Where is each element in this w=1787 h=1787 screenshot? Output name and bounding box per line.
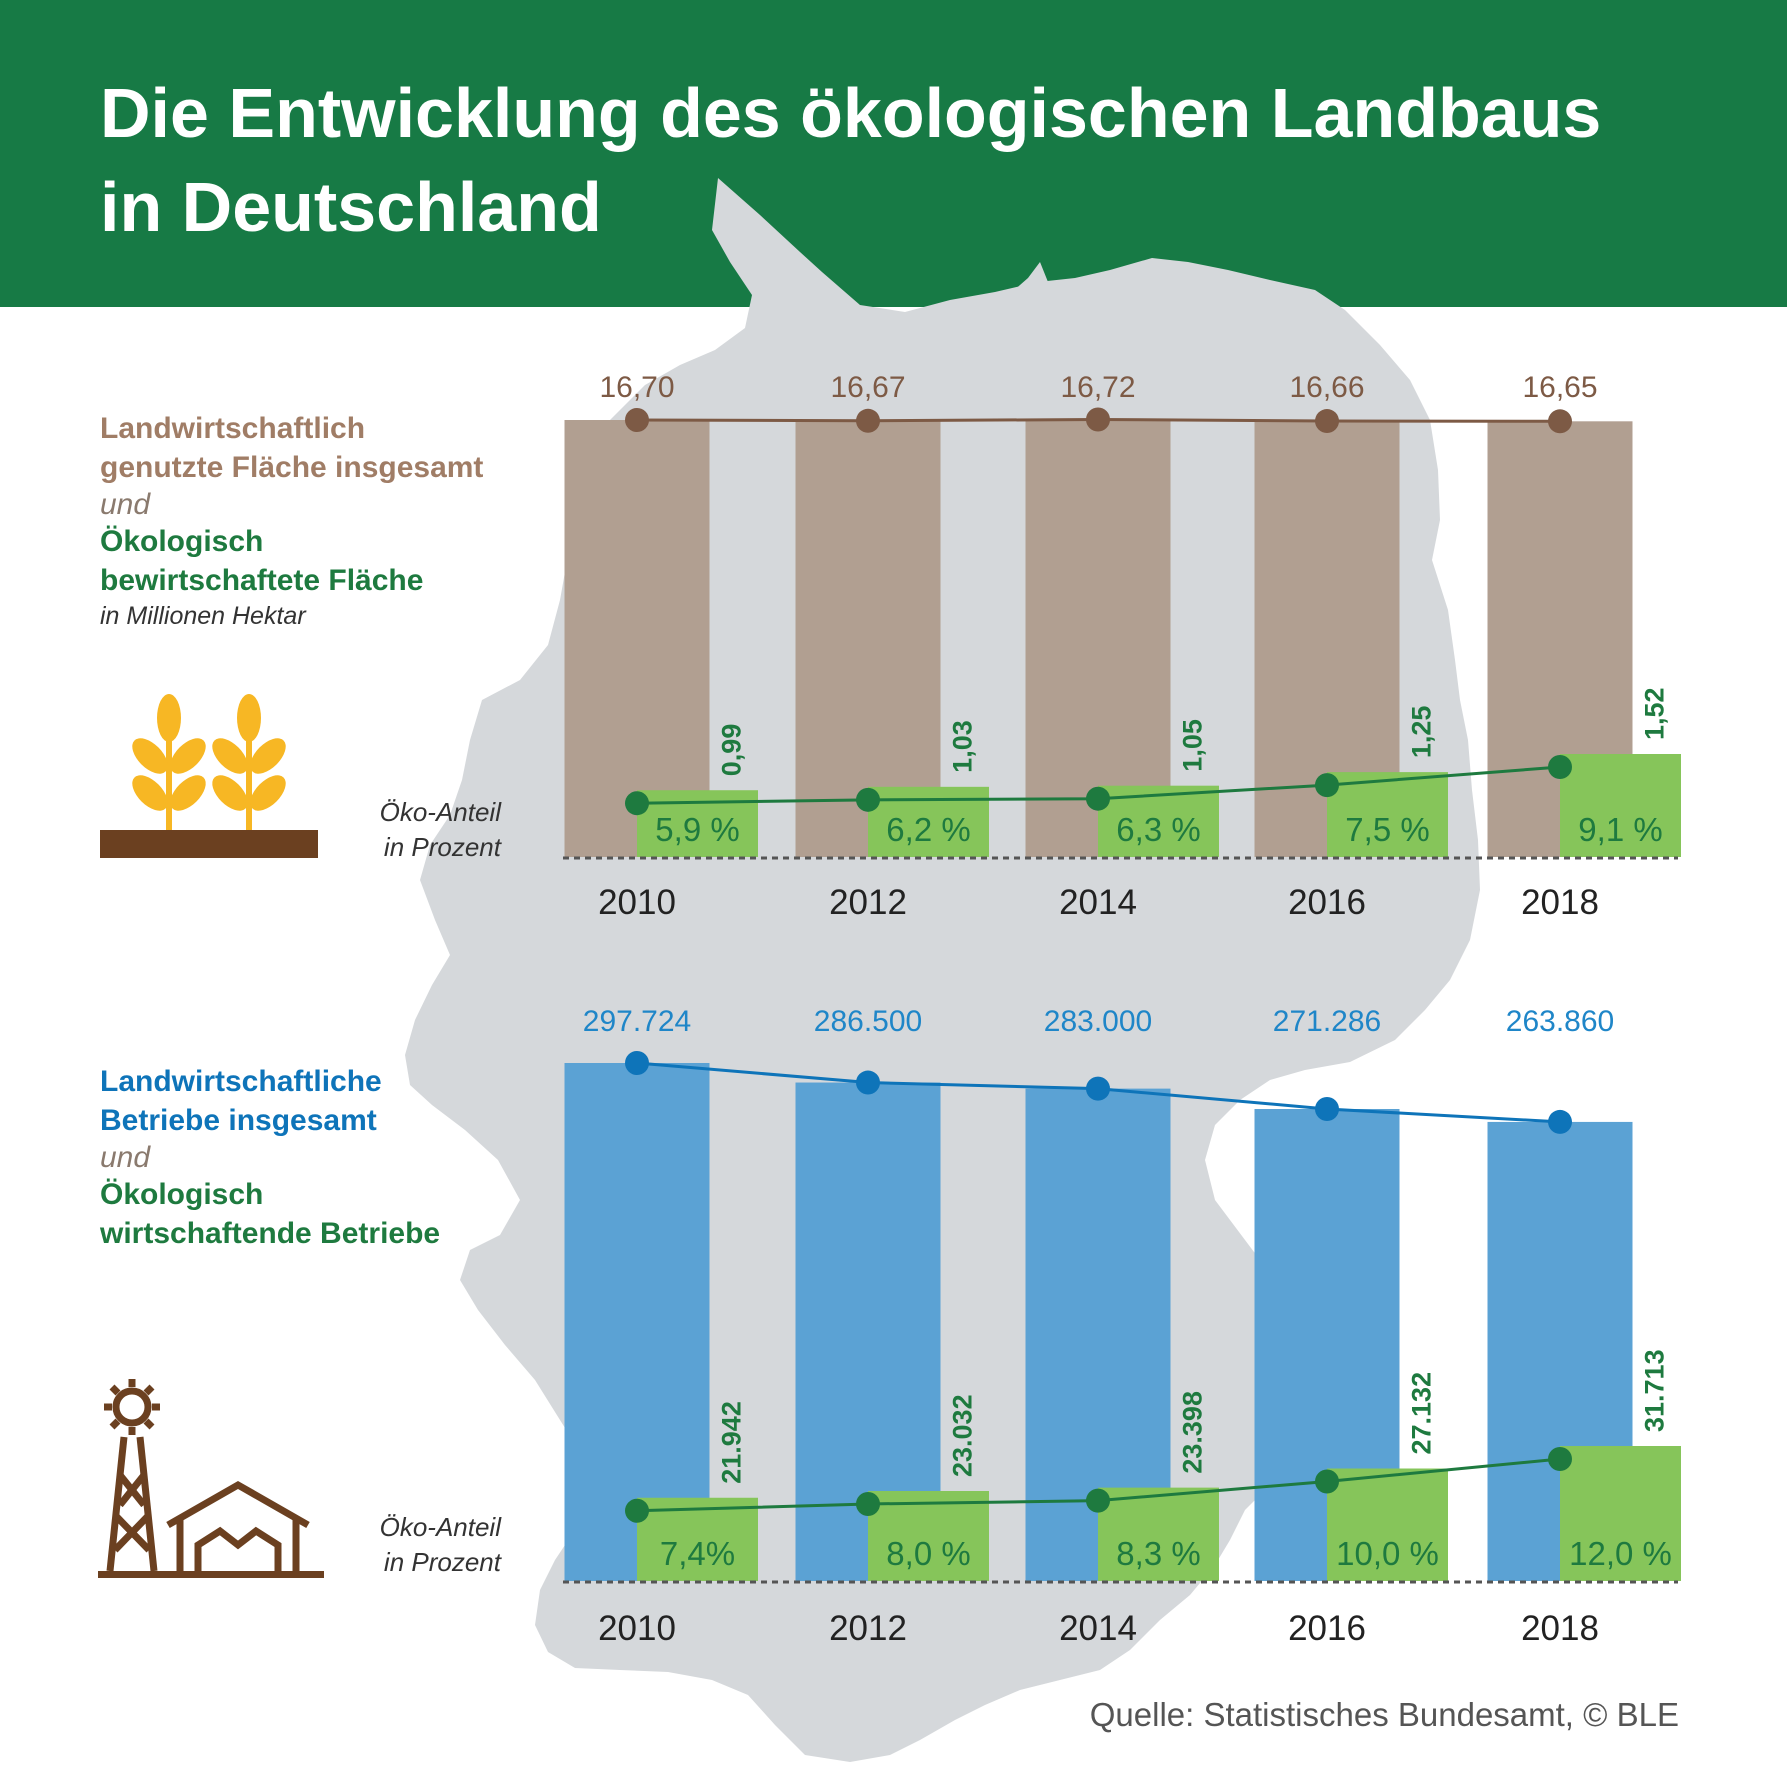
section1-share-label-1: Öko-Anteil: [379, 797, 501, 827]
section1-unit: in Millionen Hektar: [100, 602, 306, 630]
year-label-2-2018: 2018: [1521, 1609, 1599, 1648]
total-bar-2-2010: [564, 1063, 710, 1581]
eco-marker-1-2016: [1315, 773, 1339, 798]
eco-value-1-2014: 1,05: [1178, 719, 1208, 772]
share-label-1-2012: 6,2 %: [886, 811, 970, 848]
total-marker-2-2016: [1315, 1096, 1339, 1121]
total-value-2-2012: 286.500: [814, 1005, 922, 1038]
eco-value-2-2014: 23.398: [1178, 1391, 1208, 1474]
total-bar-1-2012: [795, 420, 941, 857]
total-marker-1-2018: [1548, 409, 1572, 434]
page-title-line-2: in Deutschland: [100, 168, 602, 246]
eco-value-2-2012: 23.032: [948, 1394, 978, 1477]
eco-value-2-2016: 27.132: [1407, 1372, 1437, 1455]
total-value-1-2012: 16,67: [830, 371, 905, 404]
share-label-2-2012: 8,0 %: [886, 1535, 970, 1572]
eco-bar-1-2016: [1327, 772, 1448, 857]
eco-marker-1-2010: [625, 791, 649, 816]
total-value-1-2018: 16,65: [1522, 371, 1597, 404]
section1-eco-line2: bewirtschaftete Fläche: [100, 564, 424, 597]
eco-bar-2-2012: [868, 1491, 989, 1581]
eco-marker-2-2014: [1086, 1488, 1110, 1513]
eco-marker-2-2018: [1548, 1447, 1572, 1471]
share-label-1-2010: 5,9 %: [655, 811, 739, 848]
total-marker-2-2010: [625, 1051, 649, 1075]
year-label-1-2018: 2018: [1521, 883, 1599, 922]
section1-eco-line1: Ökologisch: [100, 525, 264, 558]
eco-marker-1-2012: [856, 787, 880, 812]
year-label-1-2010: 2010: [598, 883, 676, 922]
header-banner: [0, 0, 1787, 307]
section2-conjunction: und: [100, 1141, 151, 1174]
total-marker-1-2014: [1086, 407, 1110, 432]
total-marker-1-2010: [625, 408, 649, 432]
section2-eco-line1: Ökologisch: [100, 1178, 264, 1211]
wheat-icon: [100, 694, 318, 858]
total-marker-2-2014: [1086, 1076, 1110, 1101]
year-label-1-2012: 2012: [829, 883, 907, 922]
total-value-1-2016: 16,66: [1289, 371, 1364, 404]
section1-share-label: Öko-Anteil in Prozent: [380, 795, 501, 865]
page-title-line-1: Die Entwicklung des ökologischen Landbau…: [100, 74, 1602, 152]
eco-bar-2-2014: [1098, 1487, 1219, 1581]
section2-share-label-1: Öko-Anteil: [379, 1512, 501, 1542]
section2-label: Landwirtschaftliche Betriebe insgesamt u…: [100, 1065, 440, 1250]
section1-share-label-2: in Prozent: [383, 832, 501, 863]
eco-marker-1-2018: [1548, 755, 1572, 779]
share-label-2-2014: 8,3 %: [1116, 1535, 1200, 1572]
total-bar-1-2014: [1025, 419, 1171, 857]
total-bar-1-2010: [564, 420, 710, 857]
eco-value-1-2016: 1,25: [1407, 706, 1437, 759]
section2-eco-line2: wirtschaftende Betriebe: [100, 1217, 441, 1250]
year-label-1-2016: 2016: [1288, 883, 1366, 922]
year-label-2-2016: 2016: [1288, 1609, 1366, 1648]
year-label-2-2014: 2014: [1059, 1609, 1137, 1648]
total-value-2-2010: 297.724: [583, 1005, 691, 1038]
section1-label-line2: genutzte Fläche insgesamt: [100, 451, 484, 484]
eco-value-1-2010: 0,99: [717, 724, 747, 777]
eco-marker-2-2010: [625, 1498, 649, 1523]
source-note: Quelle: Statistisches Bundesamt, © BLE: [1089, 1696, 1679, 1733]
eco-marker-2-2012: [856, 1492, 880, 1516]
section2-label-line1: Landwirtschaftliche: [100, 1065, 382, 1098]
eco-value-1-2012: 1,03: [948, 720, 978, 773]
total-marker-2-2012: [856, 1070, 880, 1095]
eco-bar-2-2016: [1327, 1468, 1448, 1581]
section2-share-label: Öko-Anteil in Prozent: [380, 1510, 501, 1580]
share-label-1-2018: 9,1 %: [1578, 811, 1662, 848]
section1-conjunction: und: [100, 488, 151, 521]
eco-value-1-2018: 1,52: [1640, 687, 1670, 740]
section1-label: Landwirtschaftlich genutzte Fläche insge…: [100, 412, 483, 631]
share-label-2-2018: 12,0 %: [1569, 1535, 1672, 1572]
eco-bar-2-2018: [1560, 1446, 1681, 1581]
share-label-2-2010: 7,4%: [660, 1535, 735, 1572]
eco-bar-1-2018: [1560, 754, 1681, 857]
total-value-1-2014: 16,72: [1060, 371, 1135, 404]
share-label-1-2016: 7,5 %: [1345, 811, 1429, 848]
section1-label-line1: Landwirtschaftlich: [100, 412, 366, 445]
eco-value-2-2018: 31.713: [1640, 1349, 1670, 1432]
year-label-2-2012: 2012: [829, 1609, 907, 1648]
total-value-2-2014: 283.000: [1044, 1005, 1152, 1038]
year-label-2-2010: 2010: [598, 1609, 676, 1648]
eco-marker-2-2016: [1315, 1469, 1339, 1494]
total-marker-1-2012: [856, 408, 880, 433]
total-value-2-2018: 263.860: [1506, 1005, 1614, 1038]
eco-value-2-2010: 21.942: [717, 1401, 747, 1484]
total-value-2-2016: 271.286: [1273, 1005, 1381, 1038]
total-value-1-2010: 16,70: [599, 371, 674, 404]
share-label-2-2016: 10,0 %: [1336, 1535, 1439, 1572]
eco-marker-1-2014: [1086, 786, 1110, 811]
section2-label-line2: Betriebe insgesamt: [100, 1104, 377, 1137]
total-marker-2-2018: [1548, 1109, 1572, 1134]
total-marker-1-2016: [1315, 409, 1339, 434]
share-label-1-2014: 6,3 %: [1116, 811, 1200, 848]
section2-share-label-2: in Prozent: [383, 1547, 501, 1578]
windmill-farm-icon: [98, 1379, 324, 1578]
year-label-1-2014: 2014: [1059, 883, 1137, 922]
